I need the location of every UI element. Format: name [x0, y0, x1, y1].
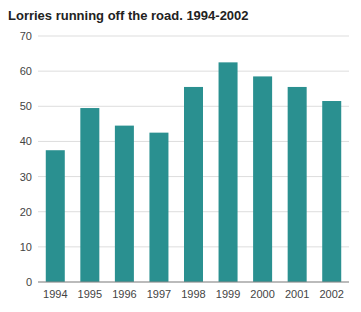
y-tick-label: 40 — [20, 135, 32, 147]
x-axis-line — [38, 282, 349, 283]
bar — [322, 101, 341, 282]
y-tick-label: 20 — [20, 206, 32, 218]
bar — [253, 76, 272, 282]
x-tick-label: 2001 — [285, 288, 309, 300]
chart-svg: Lorries running off the road. 1994-2002 0… — [0, 0, 361, 312]
x-tick-label: 2002 — [319, 288, 343, 300]
y-tick-label: 60 — [20, 65, 32, 77]
x-tick-label: 1996 — [112, 288, 136, 300]
grid-line — [38, 282, 349, 283]
bar — [80, 108, 99, 282]
x-tick-label: 1998 — [181, 288, 205, 300]
bar — [149, 133, 168, 282]
grid-line — [38, 36, 349, 37]
grid-line — [38, 71, 349, 72]
x-tick-label: 2000 — [250, 288, 274, 300]
y-tick-label: 10 — [20, 241, 32, 253]
x-tick-label: 1994 — [43, 288, 67, 300]
x-tick-label: 1999 — [216, 288, 240, 300]
bars — [46, 62, 341, 282]
bar — [46, 150, 65, 282]
x-tick-label: 1997 — [147, 288, 171, 300]
y-tick-label: 0 — [26, 276, 32, 288]
y-tick-label: 70 — [20, 30, 32, 42]
bar — [219, 62, 238, 282]
x-tick-label: 1995 — [78, 288, 102, 300]
title: Lorries running off the road. 1994-2002 — [8, 8, 249, 23]
y-tick-label: 30 — [20, 171, 32, 183]
bar — [288, 87, 307, 282]
chart-container: Lorries running off the road. 1994-2002 0… — [0, 0, 361, 312]
grid — [38, 36, 349, 282]
y-tick-label: 50 — [20, 100, 32, 112]
bar — [184, 87, 203, 282]
bar — [115, 126, 134, 282]
